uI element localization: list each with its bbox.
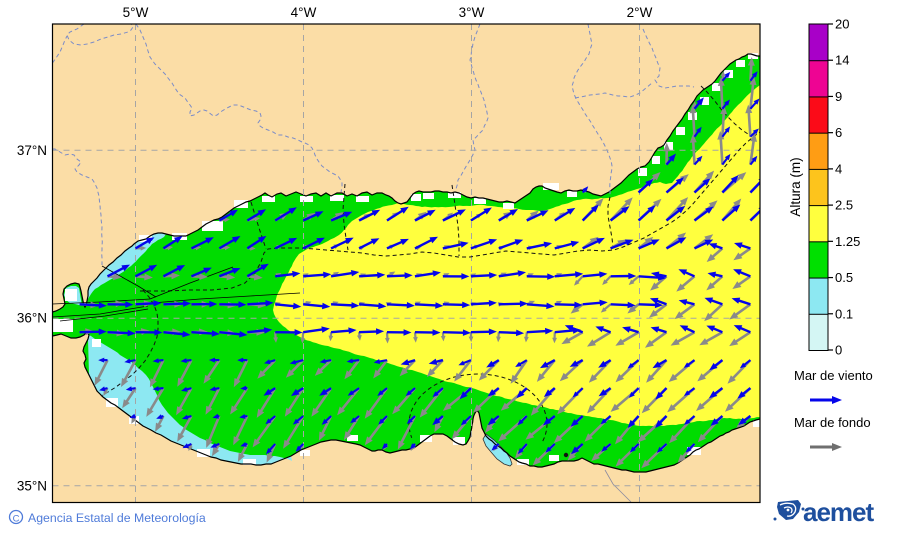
svg-text:0.1: 0.1	[835, 306, 853, 321]
svg-text:6: 6	[835, 125, 842, 140]
svg-text:Mar de viento: Mar de viento	[794, 368, 873, 383]
svg-text:2.5: 2.5	[835, 198, 853, 213]
svg-text:0.5: 0.5	[835, 270, 853, 285]
svg-text:4: 4	[835, 161, 842, 176]
svg-text:Mar de fondo: Mar de fondo	[794, 415, 871, 430]
svg-text:37°N: 37°N	[17, 143, 47, 158]
svg-text:9: 9	[835, 89, 842, 104]
svg-text:4°W: 4°W	[291, 5, 317, 20]
svg-text:3°W: 3°W	[459, 5, 485, 20]
svg-text:1.25: 1.25	[835, 234, 860, 249]
svg-text:2°W: 2°W	[627, 5, 653, 20]
svg-text:aemet: aemet	[803, 497, 874, 527]
svg-text:C: C	[13, 514, 20, 525]
svg-text:Agencia Estatal de Meteorologí: Agencia Estatal de Meteorología	[28, 511, 206, 525]
svg-text:14: 14	[835, 53, 849, 68]
svg-text:20: 20	[835, 17, 849, 32]
svg-text:Altura (m): Altura (m)	[788, 157, 803, 216]
svg-text:0: 0	[835, 343, 842, 358]
svg-text:5°W: 5°W	[123, 5, 149, 20]
svg-text:36°N: 36°N	[17, 311, 47, 326]
svg-text:35°N: 35°N	[17, 478, 47, 493]
